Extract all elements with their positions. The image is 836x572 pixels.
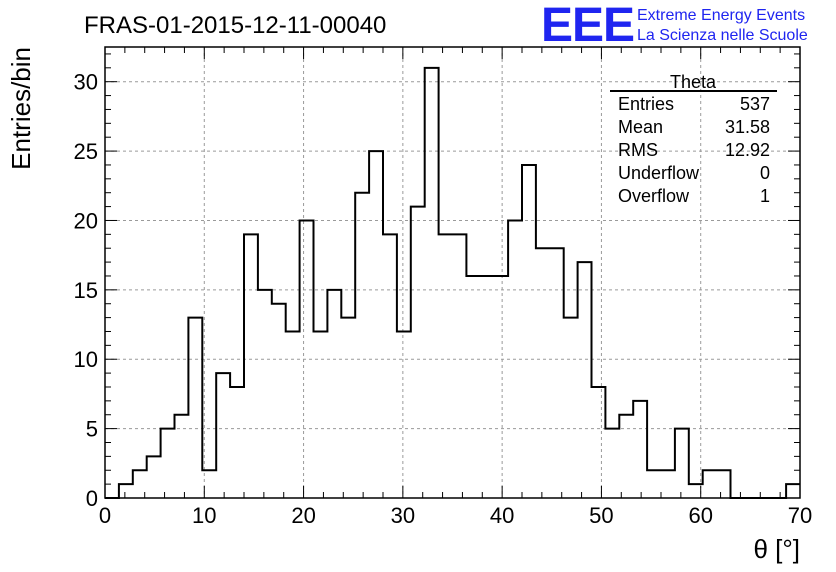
stats-row-label: Entries <box>618 94 674 114</box>
y-tick-label: 15 <box>74 278 98 303</box>
x-tick-label: 70 <box>788 503 812 528</box>
x-tick-label: 30 <box>391 503 415 528</box>
x-axis-label: θ [°] <box>753 534 800 564</box>
y-tick-label: 25 <box>74 139 98 164</box>
x-tick-labels: 0 10 20 30 40 50 60 70 <box>99 503 812 528</box>
stats-row-value: 1 <box>760 186 770 206</box>
x-tick-label: 60 <box>688 503 712 528</box>
stats-row-value: 537 <box>740 94 770 114</box>
chart-title: FRAS-01-2015-12-11-00040 <box>84 12 386 39</box>
stats-row-label: Overflow <box>618 186 690 206</box>
eee-logo-mark: EEE <box>541 0 634 52</box>
histogram-series <box>105 66 800 499</box>
y-tick-label: 10 <box>74 347 98 372</box>
stats-row-value: 12.92 <box>725 140 770 160</box>
y-tick-label: 5 <box>86 417 98 442</box>
stats-row-value: 0 <box>760 163 770 183</box>
stats-box: Theta Entries 537 Mean 31.58 RMS 12.92 U… <box>610 72 777 206</box>
x-tick-label: 40 <box>490 503 514 528</box>
logo-caption-line-1: Extreme Energy Events <box>637 7 805 24</box>
x-tick-label: 20 <box>291 503 315 528</box>
logo-caption-line-2: La Scienza nelle Scuole <box>637 27 808 44</box>
histogram-outline <box>105 66 800 499</box>
grid <box>105 47 800 498</box>
y-tick-label: 30 <box>74 70 98 95</box>
stats-row-value: 31.58 <box>725 117 770 137</box>
y-tick-label: 0 <box>86 486 98 511</box>
plot-area <box>104 46 801 499</box>
x-tick-label: 50 <box>589 503 613 528</box>
stats-box-title: Theta <box>670 72 717 92</box>
x-tick-label: 10 <box>192 503 216 528</box>
y-tick-label: 20 <box>74 208 98 233</box>
stats-row-label: Underflow <box>618 163 700 183</box>
y-tick-labels: 0 5 10 15 20 25 30 <box>74 70 98 511</box>
y-axis-label: Entries/bin <box>6 47 36 170</box>
eee-logo: EEE Extreme Energy Events La Scienza nel… <box>541 0 808 52</box>
stats-row-label: RMS <box>618 140 658 160</box>
stats-row-label: Mean <box>618 117 663 137</box>
x-tick-label: 0 <box>99 503 111 528</box>
plot-frame <box>104 46 801 499</box>
